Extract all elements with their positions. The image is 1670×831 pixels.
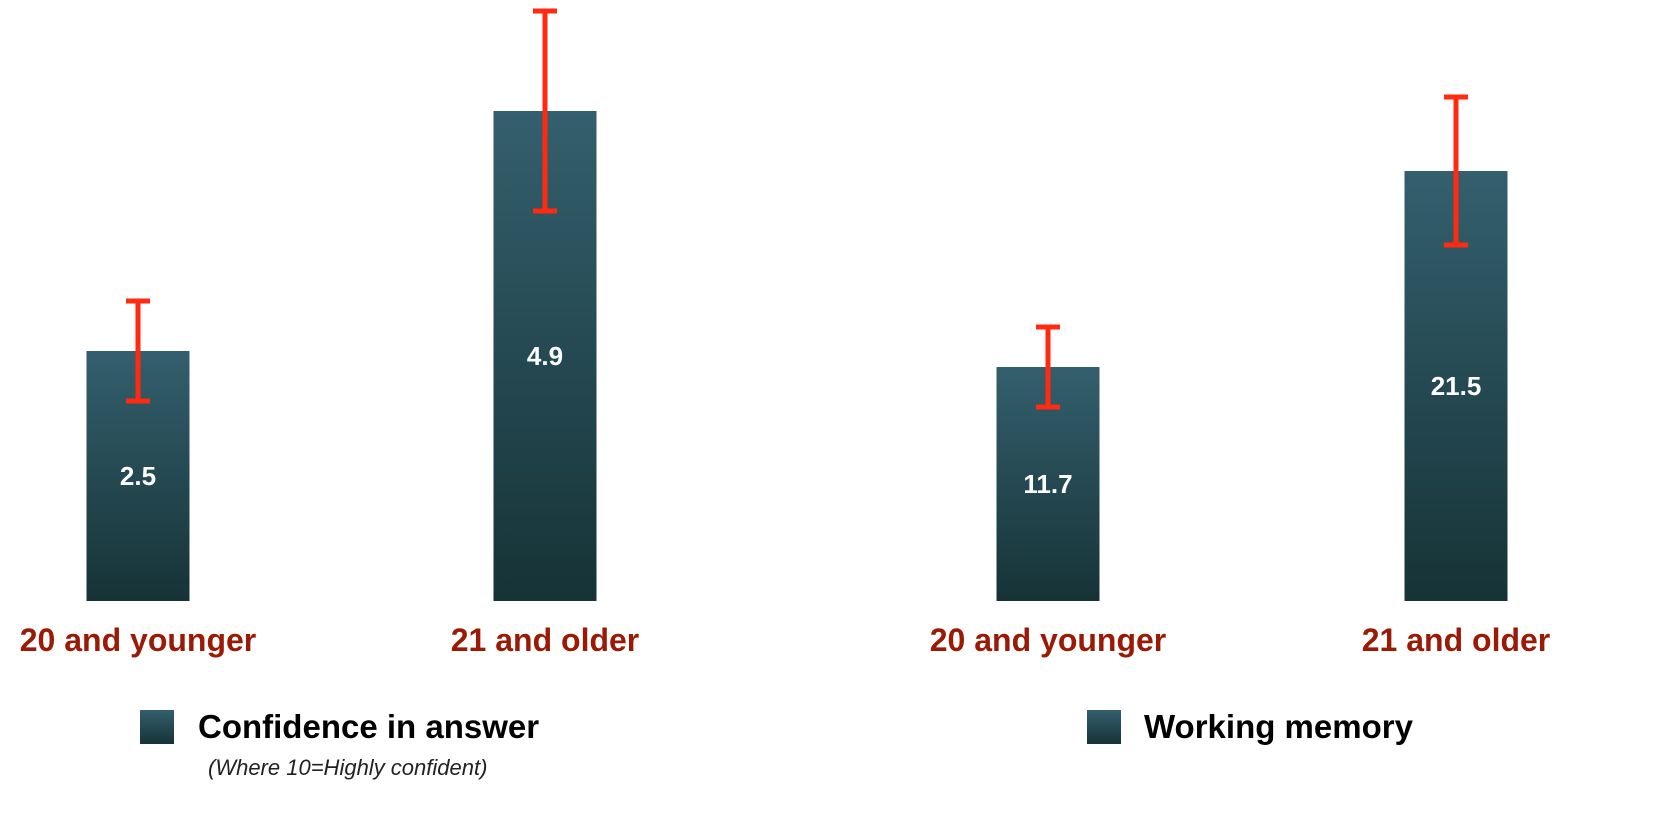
- bar-group-1-0: 11.7 20 and younger: [930, 324, 1167, 658]
- error-bar-working-memory-20-and-younger: [1036, 324, 1060, 410]
- bar-group-1-1: 21.5 21 and older: [1362, 94, 1551, 658]
- error-bar-working-memory-21-and-older: [1444, 94, 1468, 248]
- bar-group-0-0: 2.5 20 and younger: [20, 298, 257, 658]
- panel-confidence: 2.5 20 and younger 4.9 21 and older Conf…: [20, 8, 640, 780]
- value-label-working-memory-21-and-older: 21.5: [1431, 371, 1482, 401]
- legend-confidence: Confidence in answer (Where 10=Highly co…: [140, 708, 539, 780]
- legend-swatch-confidence: [140, 710, 174, 744]
- error-bar-confidence-21-and-older: [533, 8, 557, 214]
- category-label-confidence-21-and-older: 21 and older: [451, 622, 640, 658]
- category-label-working-memory-21-and-older: 21 and older: [1362, 622, 1551, 658]
- legend-swatch-working-memory: [1087, 710, 1121, 744]
- value-label-working-memory-20-and-younger: 11.7: [1023, 469, 1072, 499]
- error-bar-confidence-20-and-younger: [126, 298, 150, 404]
- bar-group-0-1: 4.9 21 and older: [451, 8, 640, 658]
- panel-working-memory: 11.7 20 and younger 21.5 21 and older Wo…: [930, 94, 1551, 745]
- legend-working-memory: Working memory: [1087, 708, 1414, 745]
- value-label-confidence-20-and-younger: 2.5: [120, 461, 156, 491]
- legend-label-confidence: Confidence in answer: [198, 708, 539, 745]
- category-label-confidence-20-and-younger: 20 and younger: [20, 622, 257, 658]
- category-label-working-memory-20-and-younger: 20 and younger: [930, 622, 1167, 658]
- value-label-confidence-21-and-older: 4.9: [527, 341, 563, 371]
- legend-label-working-memory: Working memory: [1144, 708, 1414, 745]
- legend-note-confidence: (Where 10=Highly confident): [208, 755, 487, 780]
